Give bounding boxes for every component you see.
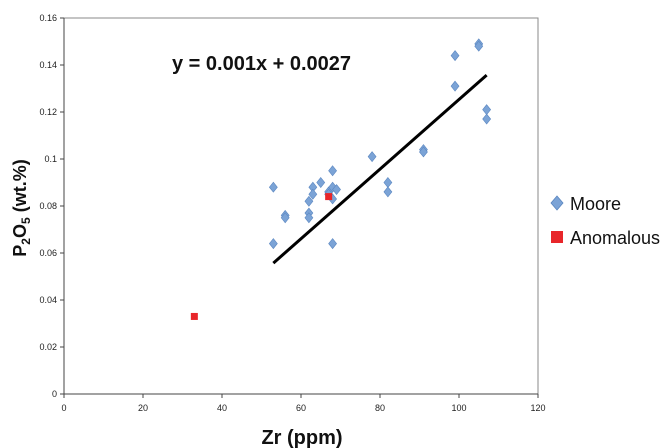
data-point-anomalous <box>325 193 333 201</box>
x-tick-label: 60 <box>296 403 306 413</box>
data-point-moore <box>367 151 377 163</box>
y-tick-label: 0.08 <box>39 201 57 211</box>
y-axis-title-sub1: 2 <box>19 238 33 245</box>
x-tick-label: 120 <box>530 403 545 413</box>
y-tick-label: 0.12 <box>39 107 57 117</box>
data-point-moore <box>419 146 428 158</box>
data-point-moore <box>308 188 318 200</box>
data-point-moore <box>304 195 314 207</box>
y-tick-label: 0.02 <box>39 342 57 352</box>
legend: Moore Anomalous <box>550 194 660 248</box>
y-tick-label: 0.04 <box>39 295 57 305</box>
data-point-moore <box>450 50 460 62</box>
data-point-anomalous <box>190 312 198 320</box>
x-tick-label: 80 <box>375 403 385 413</box>
data-point-moore <box>332 184 341 196</box>
data-point-moore <box>268 238 278 250</box>
x-axis-title: Zr (ppm) <box>261 427 342 448</box>
data-point-moore <box>304 212 314 224</box>
legend-label-anomalous: Anomalous <box>570 228 660 248</box>
y-tick-label: 0.06 <box>39 248 57 258</box>
y-axis-title: P2O5 (wt.%) <box>10 159 33 256</box>
legend-label-moore: Moore <box>570 194 621 214</box>
data-point-moore <box>268 181 278 193</box>
y-axis-ticks: 0 0.02 0.04 0.06 0.08 0.1 0.12 0.14 0.16 <box>39 13 64 399</box>
y-tick-label: 0.16 <box>39 13 57 23</box>
trendline-group <box>272 73 488 265</box>
legend-marker-anomalous <box>551 231 563 243</box>
trendline-equation: y = 0.001x + 0.0027 <box>172 53 351 75</box>
legend-marker-moore <box>550 195 564 211</box>
data-point-moore <box>383 186 393 198</box>
plot-area <box>63 17 539 395</box>
data-point-moore <box>328 238 337 250</box>
data-point-moore <box>280 212 290 224</box>
x-tick-label: 40 <box>217 403 227 413</box>
y-axis-title-base: P <box>10 245 30 257</box>
data-point-moore <box>316 177 326 188</box>
y-axis-title-rest: (wt.%) <box>10 159 30 217</box>
y-tick-label: 0 <box>52 389 57 399</box>
y-tick-label: 0.1 <box>44 154 57 164</box>
x-tick-label: 0 <box>61 403 66 413</box>
x-axis-ticks: 0 20 40 60 80 100 120 <box>61 394 546 413</box>
y-axis-title-mid: O <box>10 224 30 238</box>
data-point-moore <box>482 113 492 125</box>
x-tick-label: 20 <box>138 403 148 413</box>
y-tick-label: 0.14 <box>39 60 57 70</box>
data-points <box>190 38 492 320</box>
data-point-moore <box>450 80 460 92</box>
trendline <box>272 73 488 265</box>
data-point-moore <box>474 40 484 52</box>
x-tick-label: 100 <box>451 403 466 413</box>
y-axis-title-sub2: 5 <box>19 217 33 224</box>
data-point-moore <box>328 165 337 177</box>
